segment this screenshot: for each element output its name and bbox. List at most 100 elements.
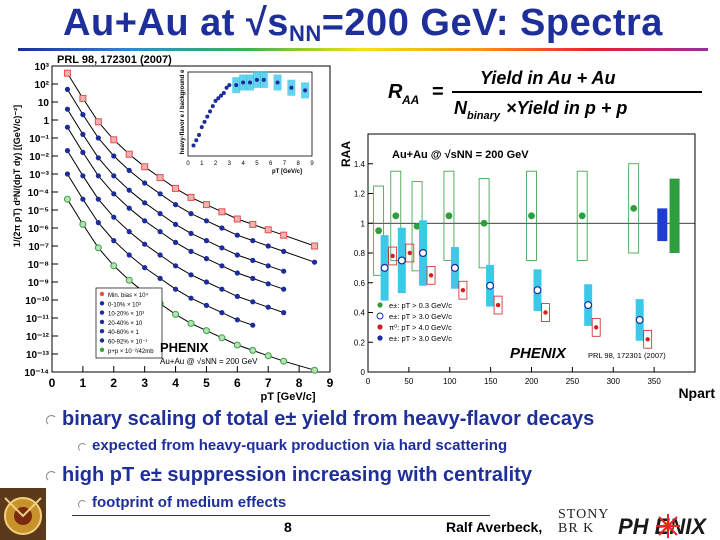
raa-y-tick-label: 0.2	[354, 338, 366, 347]
inset-x-tick-label: 1	[200, 161, 204, 167]
spectra-point	[142, 218, 148, 224]
raa-formula-equals: =	[432, 81, 444, 103]
spectra-point	[203, 279, 210, 285]
spectra-point	[172, 239, 179, 245]
spectra-point	[250, 322, 256, 328]
spectra-point	[172, 310, 180, 318]
spectra-point	[250, 299, 256, 305]
bullet-marker	[46, 471, 57, 482]
spectra-y-tick-label: 10⁻⁷	[28, 242, 49, 253]
raa-blue-point	[380, 263, 389, 272]
bullet-1: binary scaling of total e± yield from he…	[62, 408, 595, 430]
spectra-point	[311, 366, 319, 374]
stony-brook-top: STONY	[558, 507, 610, 522]
spectra-y-tick-label: 1	[43, 116, 49, 127]
spectra-point	[203, 218, 210, 224]
spectra-point	[64, 171, 71, 177]
raa-legend-marker	[377, 324, 383, 330]
raa-x-axis-label: Npart	[678, 385, 715, 401]
title-prefix: Au+Au at √s	[63, 2, 289, 44]
paper-reference: PRL 98, 172301 (2007)	[57, 54, 172, 66]
raa-formula-sub: AA	[401, 93, 419, 107]
raa-blue-point	[584, 301, 593, 310]
spectra-point	[311, 259, 318, 265]
spectra-point	[280, 231, 288, 239]
inset-point	[216, 96, 221, 101]
inset-point	[303, 88, 308, 93]
raa-phenix-logo: PHENIX	[510, 345, 567, 362]
inset-point	[254, 77, 259, 82]
spectra-x-tick-label: 7	[265, 376, 272, 390]
inset-x-tick-label: 3	[228, 161, 232, 167]
spectra-point	[203, 238, 210, 244]
spectra-point	[249, 346, 257, 354]
raa-y-tick-label: 0.4	[354, 309, 366, 318]
spectra-point	[281, 248, 287, 254]
raa-green-point	[528, 212, 535, 220]
spectra-point	[80, 112, 86, 118]
spectra-point	[157, 229, 163, 235]
raa-formula-r: R	[388, 81, 403, 103]
raa-legend-entry: e±: pT > 0.3 GeV/c	[389, 301, 452, 310]
spectra-point	[126, 167, 132, 173]
spectra-point	[265, 243, 271, 249]
raa-green-syst-box	[628, 163, 640, 254]
bullet-4: footprint of medium effects	[92, 494, 287, 511]
spectra-x-tick-label: 0	[49, 376, 56, 390]
raa-red-point	[390, 253, 395, 259]
spectra-point	[80, 173, 86, 179]
spectra-point	[172, 202, 179, 208]
spectra-point	[172, 221, 179, 227]
spectra-fit-curve	[66, 72, 315, 247]
spectra-point	[250, 238, 256, 244]
spectra-legend-entry: 10-20% × 10²	[108, 312, 144, 318]
raa-red-syst-box	[541, 303, 550, 322]
raa-y-tick-label: 0.8	[354, 249, 366, 258]
spectra-point	[110, 136, 118, 144]
raa-y-tick-label: 1	[361, 219, 366, 228]
raa-red-syst-box	[591, 318, 601, 337]
spectra-point	[187, 319, 195, 327]
title-suffix: =200 GeV: Spectra	[321, 2, 663, 44]
spectra-point	[202, 327, 210, 335]
raa-green-point	[413, 222, 421, 230]
raa-legend-marker	[376, 312, 384, 320]
footer-line	[72, 515, 490, 516]
raa-red-point	[543, 310, 548, 315]
inset-point	[221, 91, 226, 95]
spectra-point	[234, 270, 240, 276]
spectra-y-tick-label: 10⁻⁵	[28, 206, 49, 217]
raa-y-tick-label: 1.4	[354, 160, 366, 169]
inset-y-axis-label: heavy-flavor e / background e	[180, 69, 186, 154]
raa-y-tick-label: 0.6	[354, 279, 366, 288]
raa-red-point	[593, 325, 599, 330]
spectra-point	[233, 341, 241, 349]
raa-header: Au+Au @ √sNN = 200 GeV	[392, 149, 529, 161]
spectra-point	[126, 252, 132, 258]
raa-blue-point	[419, 249, 428, 258]
raa-blue-point	[486, 281, 495, 290]
title-sub: NN	[288, 21, 322, 46]
spectra-point	[111, 214, 117, 220]
raa-formula-numerator: Yield in Au + Au	[480, 68, 616, 88]
spectra-point	[79, 220, 87, 228]
spectra-legend-marker	[99, 310, 105, 315]
raa-x-tick-label: 150	[484, 377, 498, 386]
spectra-point	[142, 241, 148, 247]
inset-x-tick-label: 7	[283, 161, 287, 167]
spectra-point	[172, 286, 179, 292]
spectra-point	[142, 265, 148, 271]
spectra-legend-marker	[99, 338, 105, 343]
spectra-point	[219, 245, 225, 251]
spectra-point	[64, 124, 71, 130]
spectra-legend-entry: Min. bias × 10⁴	[108, 292, 149, 299]
spectra-point	[187, 193, 195, 201]
spectra-point	[95, 220, 101, 226]
spectra-point	[250, 257, 256, 263]
raa-red-point	[645, 337, 650, 342]
inset-x-tick-label: 6	[269, 161, 273, 167]
spectra-point	[63, 195, 71, 203]
raa-legend-marker	[377, 302, 383, 308]
spectra-x-tick-label: 3	[141, 376, 148, 390]
raa-green-point	[578, 212, 586, 220]
